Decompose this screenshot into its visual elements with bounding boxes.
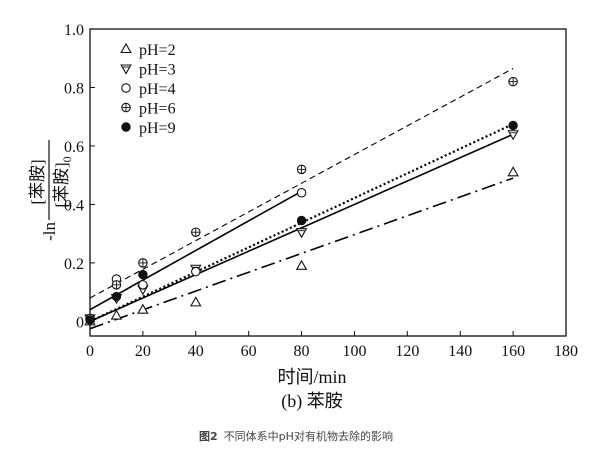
x-tick-label: 40 — [188, 343, 204, 360]
data-point — [85, 315, 95, 325]
legend-marker — [121, 102, 131, 113]
data-markers — [84, 76, 519, 326]
legend-item: pH=4 — [121, 81, 176, 98]
x-tick-label: 0 — [86, 343, 94, 360]
fit-line — [89, 177, 514, 330]
marker-shape — [120, 42, 132, 54]
marker-shape — [110, 309, 123, 320]
legend-item: pH=9 — [121, 120, 176, 137]
y-label-denominator-text: [苯胺] — [52, 162, 71, 207]
x-tick-label: 180 — [554, 343, 578, 360]
marker-shape — [295, 228, 308, 239]
chart-subtitle: (b) 苯胺 — [281, 391, 343, 412]
data-point — [111, 291, 122, 302]
marker-shape — [295, 259, 308, 270]
y-tick-label: 1.0 — [64, 22, 84, 39]
x-tick-label: 100 — [342, 343, 366, 360]
y-tick-label: 0.8 — [64, 80, 84, 97]
data-point — [295, 228, 308, 239]
data-point — [110, 309, 123, 320]
marker-shape — [296, 215, 307, 226]
legend-item: pH=2 — [120, 42, 176, 59]
fit-lines — [89, 67, 514, 330]
legend-marker — [120, 64, 132, 75]
marker-shape — [138, 269, 148, 280]
marker-shape — [137, 303, 149, 314]
legend-item: pH=3 — [120, 62, 176, 79]
marker-shape — [507, 166, 519, 177]
data-point — [508, 120, 518, 131]
plot-frame — [89, 28, 567, 337]
marker-shape — [121, 122, 131, 132]
y-tick-label: 0.6 — [64, 139, 84, 156]
figure-caption-number: 图2 — [199, 430, 218, 443]
fit-line — [89, 123, 514, 323]
x-axis-label: 时间/min — [277, 367, 346, 387]
legend-label: pH=9 — [139, 120, 176, 137]
x-tick-label: 60 — [241, 343, 257, 360]
legend-label: pH=3 — [139, 62, 176, 79]
marker-shape — [138, 280, 148, 290]
legend-label: pH=2 — [139, 42, 176, 59]
fit-line — [89, 190, 302, 311]
data-point — [507, 166, 519, 177]
data-point — [191, 266, 201, 277]
legend-marker — [120, 42, 132, 54]
data-point — [138, 258, 148, 268]
marker-shape — [296, 187, 307, 198]
y-label-prefix: -ln — [40, 222, 59, 241]
data-point — [190, 296, 202, 307]
legend-label: pH=4 — [139, 81, 176, 98]
data-point — [138, 269, 148, 280]
x-tick-label: 20 — [135, 343, 151, 360]
y-label-denominator-subscript: 0 — [60, 156, 74, 162]
y-label-numerator: [苯胺] — [28, 159, 47, 204]
data-point — [137, 303, 149, 314]
marker-shape — [120, 64, 132, 75]
y-label-denominator: [苯胺]0 — [52, 156, 74, 207]
legend-item: pH=6 — [121, 101, 176, 118]
x-tick-label: 140 — [448, 343, 472, 360]
marker-shape — [111, 291, 122, 302]
legend: pH=2 pH=3 pH=4 pH=6 pH=9 — [120, 42, 176, 137]
data-point — [508, 76, 518, 87]
y-tick-label: 0.2 — [64, 256, 84, 273]
marker-shape — [121, 83, 131, 93]
figure-caption-text: 不同体系中pH对有机物去除的影响 — [223, 430, 393, 443]
y-tick-label: 0.4 — [64, 197, 84, 214]
y-axis-label: -ln [苯胺] [苯胺]0 — [28, 140, 74, 241]
data-point — [296, 215, 307, 226]
legend-marker — [121, 83, 131, 93]
data-point — [296, 187, 307, 198]
x-tick-label: 80 — [294, 343, 310, 360]
data-point — [138, 280, 148, 290]
fit-line — [89, 133, 514, 323]
data-point — [191, 227, 201, 237]
fit-line — [89, 67, 514, 299]
legend-marker — [121, 122, 131, 132]
data-point — [507, 130, 519, 141]
legend-label: pH=6 — [139, 101, 176, 118]
data-point — [295, 259, 308, 270]
x-tick-label: 160 — [501, 343, 525, 360]
marker-shape — [190, 296, 202, 307]
axes-layer: 0 20 40 60 80 100 120 140 160 180 0 0.2 0.4 0.6 0.8 1.0 — [64, 22, 578, 360]
marker-shape — [508, 120, 518, 131]
marker-shape — [191, 266, 201, 277]
x-tick-label: 120 — [395, 343, 419, 360]
marker-shape — [85, 315, 95, 325]
y-tick-label: 0 — [76, 314, 84, 331]
data-point — [296, 164, 307, 175]
figure-caption: 图2 不同体系中pH对有机物去除的影响 — [0, 428, 592, 444]
data-point — [111, 280, 122, 290]
